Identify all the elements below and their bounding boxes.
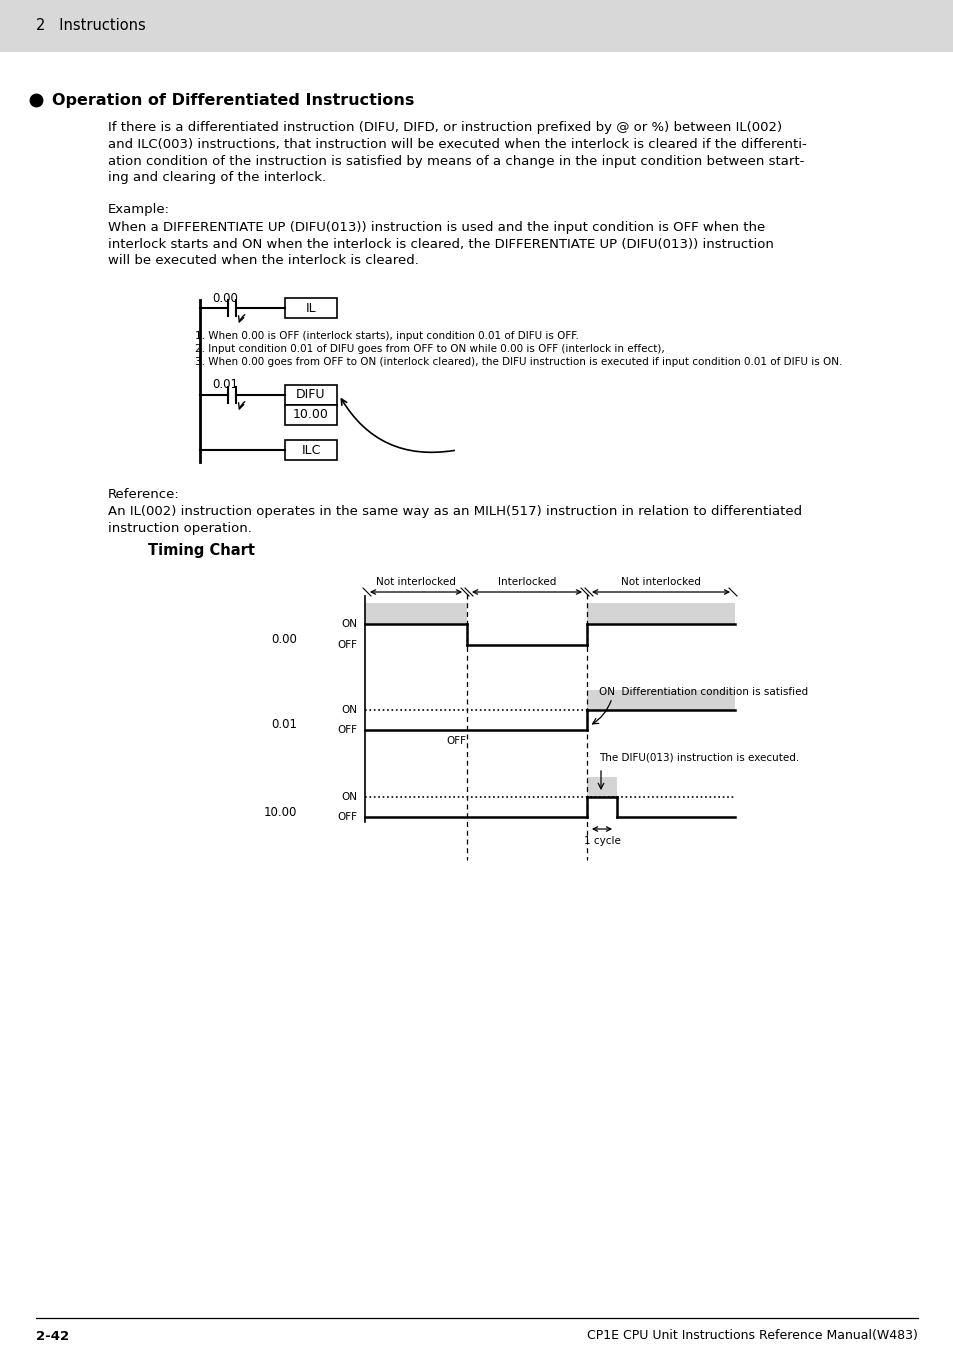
Text: Reference:: Reference: <box>108 489 179 501</box>
Text: instruction operation.: instruction operation. <box>108 522 252 535</box>
Text: IL: IL <box>305 301 316 315</box>
Bar <box>285 385 336 405</box>
Text: 2. Input condition 0.01 of DIFU goes from OFF to ON while 0.00 is OFF (interlock: 2. Input condition 0.01 of DIFU goes fro… <box>194 344 664 354</box>
Text: Not interlocked: Not interlocked <box>375 576 456 587</box>
Text: 1 cycle: 1 cycle <box>583 836 619 846</box>
Bar <box>365 603 467 624</box>
Text: Operation of Differentiated Instructions: Operation of Differentiated Instructions <box>52 93 414 108</box>
Text: ing and clearing of the interlock.: ing and clearing of the interlock. <box>108 171 326 184</box>
Text: Interlocked: Interlocked <box>497 576 556 587</box>
Text: Example:: Example: <box>108 204 170 216</box>
Text: DIFU: DIFU <box>296 389 325 401</box>
Text: 2-42: 2-42 <box>36 1330 69 1342</box>
Text: When a DIFFERENTIATE UP (DIFU(013)) instruction is used and the input condition : When a DIFFERENTIATE UP (DIFU(013)) inst… <box>108 221 764 235</box>
Text: OFF: OFF <box>336 725 356 734</box>
Bar <box>586 778 617 796</box>
Text: OFF: OFF <box>336 640 356 649</box>
Text: If there is a differentiated instruction (DIFU, DIFD, or instruction prefixed by: If there is a differentiated instruction… <box>108 122 781 135</box>
Text: 10.00: 10.00 <box>263 806 296 818</box>
Text: ON: ON <box>340 792 356 802</box>
Text: interlock starts and ON when the interlock is cleared, the DIFFERENTIATE UP (DIF: interlock starts and ON when the interlo… <box>108 238 773 251</box>
Text: ILC: ILC <box>301 444 320 456</box>
Text: and ILC(003) instructions, that instruction will be executed when the interlock : and ILC(003) instructions, that instruct… <box>108 138 806 151</box>
Text: will be executed when the interlock is cleared.: will be executed when the interlock is c… <box>108 255 418 267</box>
Text: ON  Differentiation condition is satisfied: ON Differentiation condition is satisfie… <box>598 687 807 697</box>
Text: Timing Chart: Timing Chart <box>148 543 254 558</box>
Text: 2   Instructions: 2 Instructions <box>36 19 146 34</box>
Bar <box>586 603 734 624</box>
Text: ON: ON <box>340 705 356 716</box>
Bar <box>285 298 336 319</box>
Text: 0.01: 0.01 <box>271 718 296 732</box>
Bar <box>0 0 953 53</box>
Bar <box>586 690 734 710</box>
Text: The DIFU(013) instruction is executed.: The DIFU(013) instruction is executed. <box>598 753 799 763</box>
Text: 1. When 0.00 is OFF (interlock starts), input condition 0.01 of DIFU is OFF.: 1. When 0.00 is OFF (interlock starts), … <box>194 331 578 342</box>
Text: 0.01: 0.01 <box>212 378 237 392</box>
Text: An IL(002) instruction operates in the same way as an MILH(517) instruction in r: An IL(002) instruction operates in the s… <box>108 505 801 518</box>
Text: 10.00: 10.00 <box>293 409 329 421</box>
Bar <box>285 440 336 460</box>
Text: 3. When 0.00 goes from OFF to ON (interlock cleared), the DIFU instruction is ex: 3. When 0.00 goes from OFF to ON (interl… <box>194 356 841 367</box>
Text: OFF: OFF <box>336 811 356 822</box>
Text: Not interlocked: Not interlocked <box>620 576 700 587</box>
Text: 0.00: 0.00 <box>212 292 237 305</box>
Text: CP1E CPU Unit Instructions Reference Manual(W483): CP1E CPU Unit Instructions Reference Man… <box>586 1330 917 1342</box>
Bar <box>285 405 336 425</box>
Text: ation condition of the instruction is satisfied by means of a change in the inpu: ation condition of the instruction is sa… <box>108 154 803 167</box>
Text: ON: ON <box>340 620 356 629</box>
Text: OFF: OFF <box>446 736 466 747</box>
Text: 0.00: 0.00 <box>271 633 296 647</box>
